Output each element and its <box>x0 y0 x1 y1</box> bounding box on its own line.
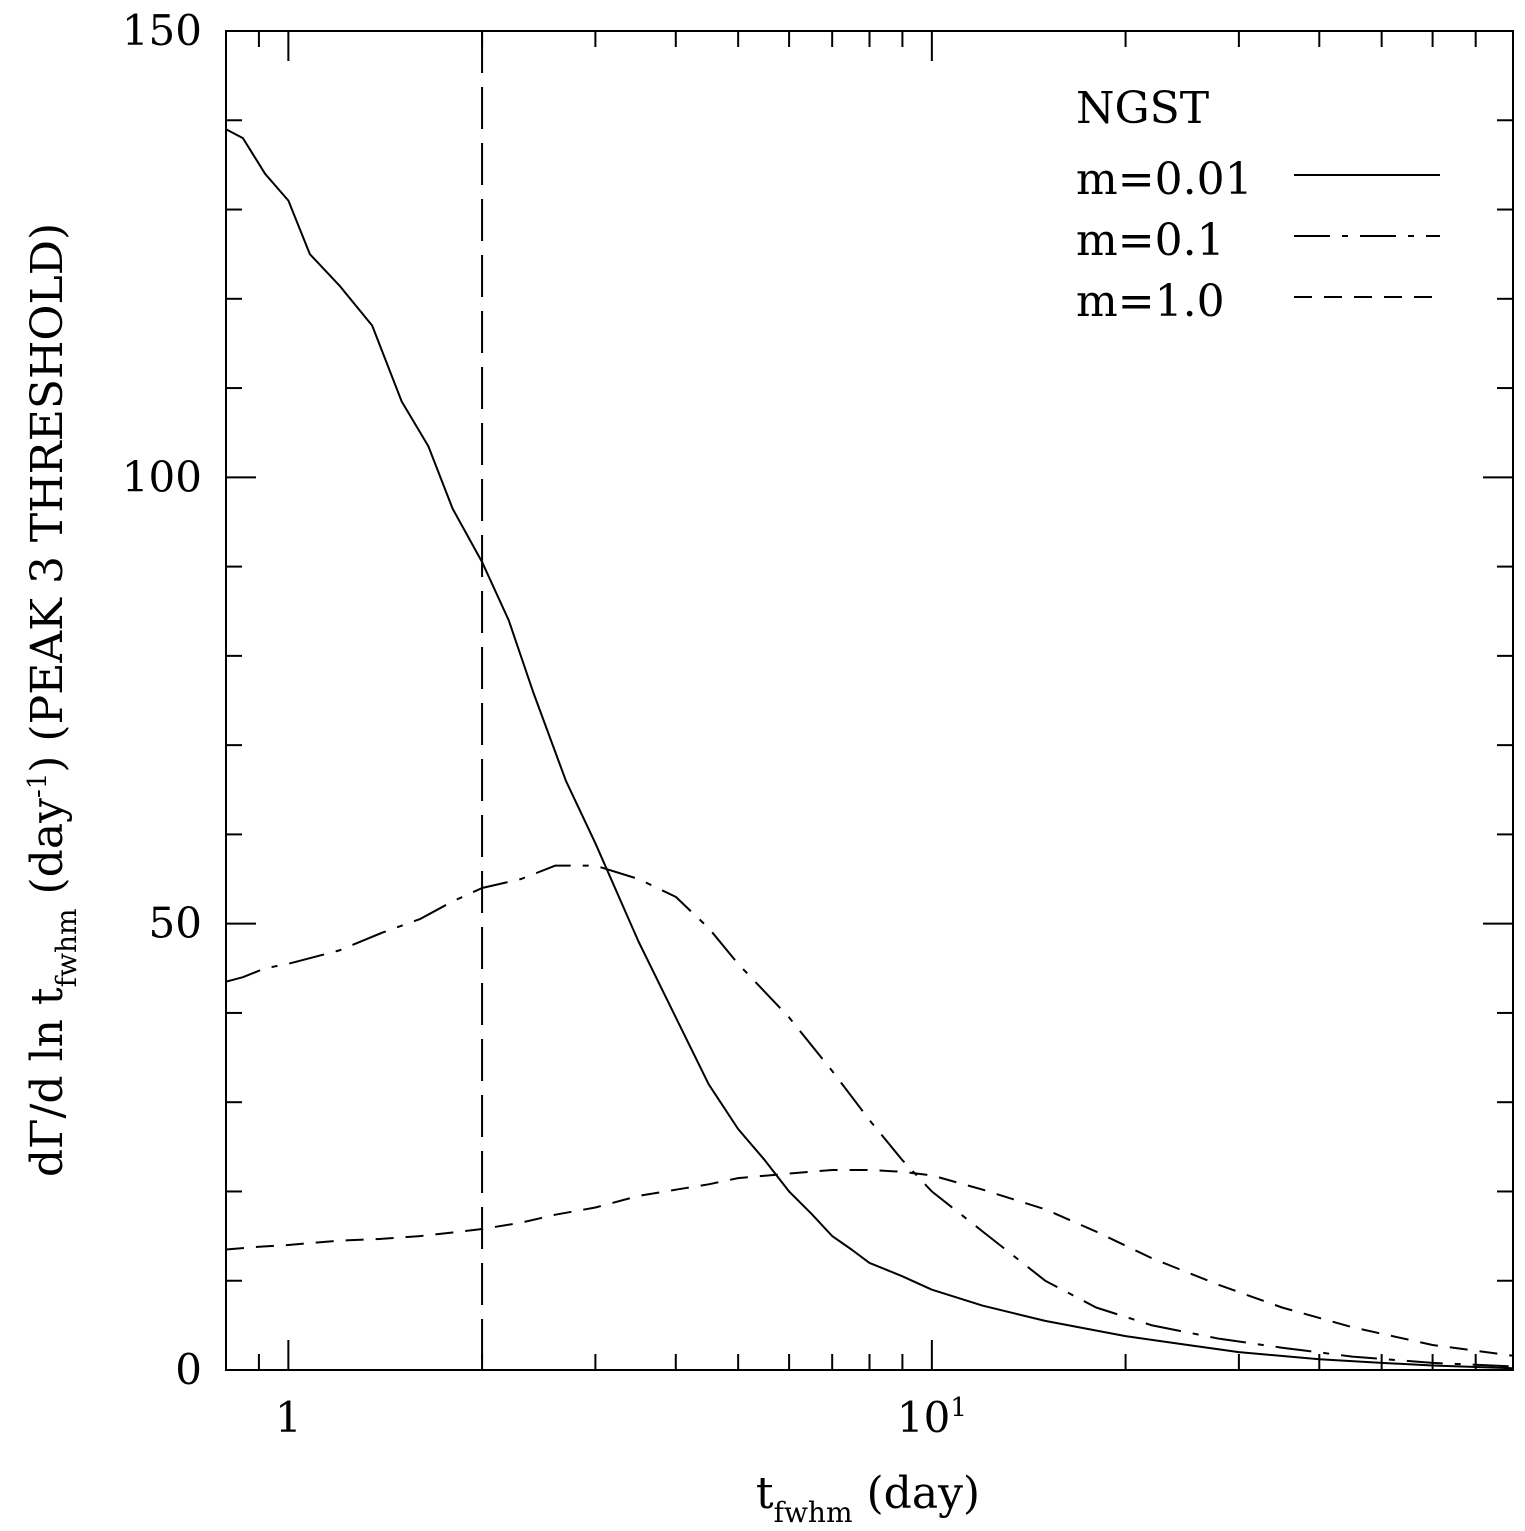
axis-ticks <box>225 30 1514 1371</box>
series-line-m10 <box>225 1169 1514 1357</box>
plot-frame <box>225 30 1514 1371</box>
legend-title: NGST <box>1076 83 1209 134</box>
x-tick-label: 101 <box>897 1393 967 1442</box>
series-line-m01 <box>225 864 1514 1368</box>
y-tick-label: 100 <box>122 452 202 501</box>
legend-label-m001: m=0.01 <box>1076 154 1253 205</box>
y-axis-label: dΓ/d ln tfwhm (day-1) (PEAK 3 THRESHOLD) <box>22 223 83 1177</box>
y-tick-label: 150 <box>122 6 202 55</box>
legend-label-m10: m=1.0 <box>1076 276 1225 327</box>
y-tick-label: 50 <box>149 899 202 948</box>
legend: NGST m=0.01 m=0.1 m=1.0 <box>1076 83 1440 327</box>
series-line-m001 <box>225 128 1514 1370</box>
series-layer <box>225 31 1514 1370</box>
x-axis-label: tfwhm (day) <box>756 1468 980 1529</box>
y-tick-label: 0 <box>175 1345 202 1394</box>
x-tick-label: 1 <box>275 1393 302 1442</box>
legend-label-m01: m=0.1 <box>1076 215 1225 266</box>
tick-labels: 0 50 100 150 1 101 <box>122 6 967 1442</box>
